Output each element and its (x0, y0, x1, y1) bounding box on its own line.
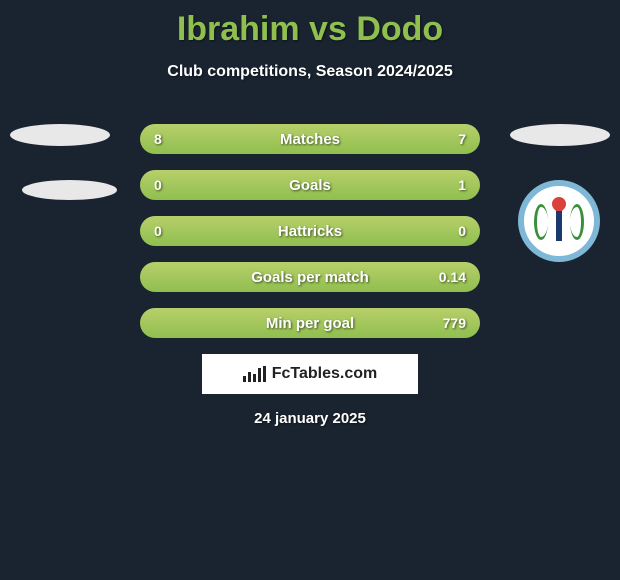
stats-panel: 8 Matches 7 0 Goals 1 0 Hattricks 0 Goal… (140, 124, 480, 354)
stat-row-min-per-goal: Min per goal 779 (140, 308, 480, 338)
stat-left-value: 0 (154, 177, 162, 193)
club-1-badge-placeholder (22, 180, 117, 200)
stat-label: Min per goal (266, 315, 354, 332)
torch-icon (547, 199, 571, 243)
stat-label: Goals per match (251, 269, 369, 286)
stat-row-hattricks: 0 Hattricks 0 (140, 216, 480, 246)
subtitle: Club competitions, Season 2024/2025 (0, 63, 620, 81)
club-2-badge (518, 180, 600, 262)
stat-right-value: 779 (443, 315, 466, 331)
player-1-photo-placeholder (10, 124, 110, 146)
stat-right-value: 1 (458, 177, 466, 193)
page-title: Ibrahim vs Dodo (0, 0, 620, 49)
date-label: 24 january 2025 (0, 410, 620, 427)
stat-left-value: 8 (154, 131, 162, 147)
chart-icon (243, 366, 266, 382)
stat-label: Matches (280, 131, 340, 148)
stat-left-value: 0 (154, 223, 162, 239)
stat-row-goals-per-match: Goals per match 0.14 (140, 262, 480, 292)
brand-link[interactable]: FcTables.com (202, 354, 418, 394)
stat-label: Hattricks (278, 223, 342, 240)
stat-row-goals: 0 Goals 1 (140, 170, 480, 200)
player-2-photo-placeholder (510, 124, 610, 146)
stat-right-value: 7 (458, 131, 466, 147)
stat-row-matches: 8 Matches 7 (140, 124, 480, 154)
brand-text: FcTables.com (272, 365, 378, 383)
stat-label: Goals (289, 177, 331, 194)
stat-right-value: 0.14 (439, 269, 466, 285)
stat-right-value: 0 (458, 223, 466, 239)
